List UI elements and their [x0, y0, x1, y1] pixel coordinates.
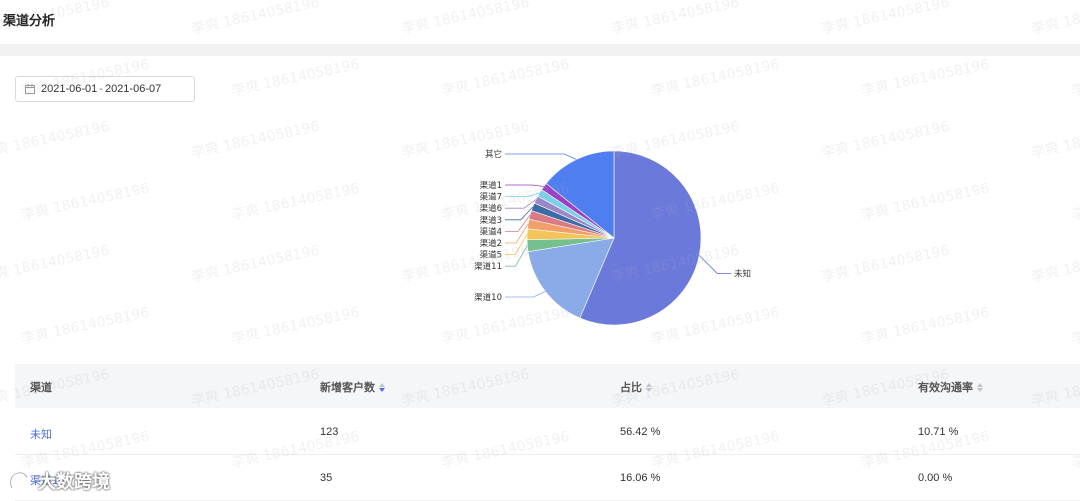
pie-label: 渠道5	[480, 250, 502, 261]
col-header-share[interactable]: 占比	[620, 379, 652, 395]
brand-logo-icon	[9, 471, 29, 489]
pie-label: 渠道4	[480, 226, 502, 237]
pie-label: 未知	[734, 268, 751, 279]
new-customers-cell: 35	[320, 472, 333, 484]
date-end: 2021-06-07	[104, 83, 162, 95]
pie-slice[interactable]	[527, 237, 615, 319]
share-cell: 56.42 %	[620, 426, 661, 438]
col-header-rate[interactable]: 有效沟通率	[918, 379, 983, 395]
date-start: 2021-06-01	[41, 83, 98, 95]
date-range-picker[interactable]: 2021-06-01 - 2021-06-07	[15, 76, 195, 102]
pie-slice[interactable]	[545, 150, 615, 239]
pie-label: 渠道2	[480, 238, 502, 249]
pie-label: 渠道1	[480, 180, 502, 191]
page-header: 渠道分析	[0, 0, 1080, 44]
channel-link[interactable]: 未知	[30, 429, 52, 441]
pie-label: 渠道11	[474, 261, 502, 272]
pie-label-line	[505, 199, 537, 209]
header-divider	[0, 44, 1080, 56]
page-title: 渠道分析	[3, 14, 56, 29]
new-customers-cell: 123	[320, 426, 339, 438]
table-header: 渠道 新增客户数 占比 有效沟通率	[15, 364, 1080, 408]
pie-label-line	[505, 223, 529, 244]
sort-icon[interactable]	[977, 382, 983, 392]
date-separator: -	[99, 83, 103, 95]
brand-logo-text: 大数跨境	[38, 472, 110, 493]
pie-label: 渠道3	[480, 215, 502, 226]
pie-label-line	[698, 255, 731, 274]
watermark-text: 李爽 18614058196	[1069, 57, 1080, 100]
sort-icon[interactable]	[379, 382, 385, 392]
share-cell: 16.06 %	[620, 472, 661, 484]
watermark-text: 李爽 18614058196	[229, 56, 361, 100]
col-header-new-customers[interactable]: 新增客户数	[320, 379, 385, 395]
pie-label: 渠道7	[480, 192, 502, 203]
pie-label-line	[505, 291, 546, 298]
watermark-text: 李爽 18614058196	[859, 56, 991, 100]
pie-label-line	[505, 234, 528, 256]
channel-link[interactable]: 渠道10	[30, 475, 65, 487]
brand-logo: 大数跨境	[8, 468, 110, 494]
pie-label-line	[505, 184, 544, 187]
sort-icon[interactable]	[646, 382, 652, 392]
pie-label-line	[505, 192, 540, 197]
pie-label-line	[505, 153, 577, 160]
pie-label-line	[505, 245, 528, 267]
pie-label: 其它	[485, 149, 502, 160]
pie-label: 渠道6	[480, 203, 502, 214]
channel-table: 渠道 新增客户数 占比 有效沟通率 未知 123 56.42 % 10.71 %…	[15, 364, 1080, 501]
pie-label: 渠道10	[474, 292, 502, 303]
watermark-text: 李爽 18614058196	[439, 56, 571, 100]
pie-label-line	[505, 206, 534, 221]
watermark-text: 李爽 18614058196	[649, 56, 781, 100]
table-row: 渠道10 35 16.06 % 0.00 %	[15, 454, 1080, 501]
pie-label-line	[505, 214, 531, 232]
col-header-channel: 渠道	[30, 381, 52, 394]
table-row: 未知 123 56.42 % 10.71 %	[15, 408, 1080, 455]
calendar-icon	[25, 84, 35, 94]
rate-cell: 10.71 %	[918, 426, 959, 438]
rate-cell: 0.00 %	[918, 472, 953, 484]
